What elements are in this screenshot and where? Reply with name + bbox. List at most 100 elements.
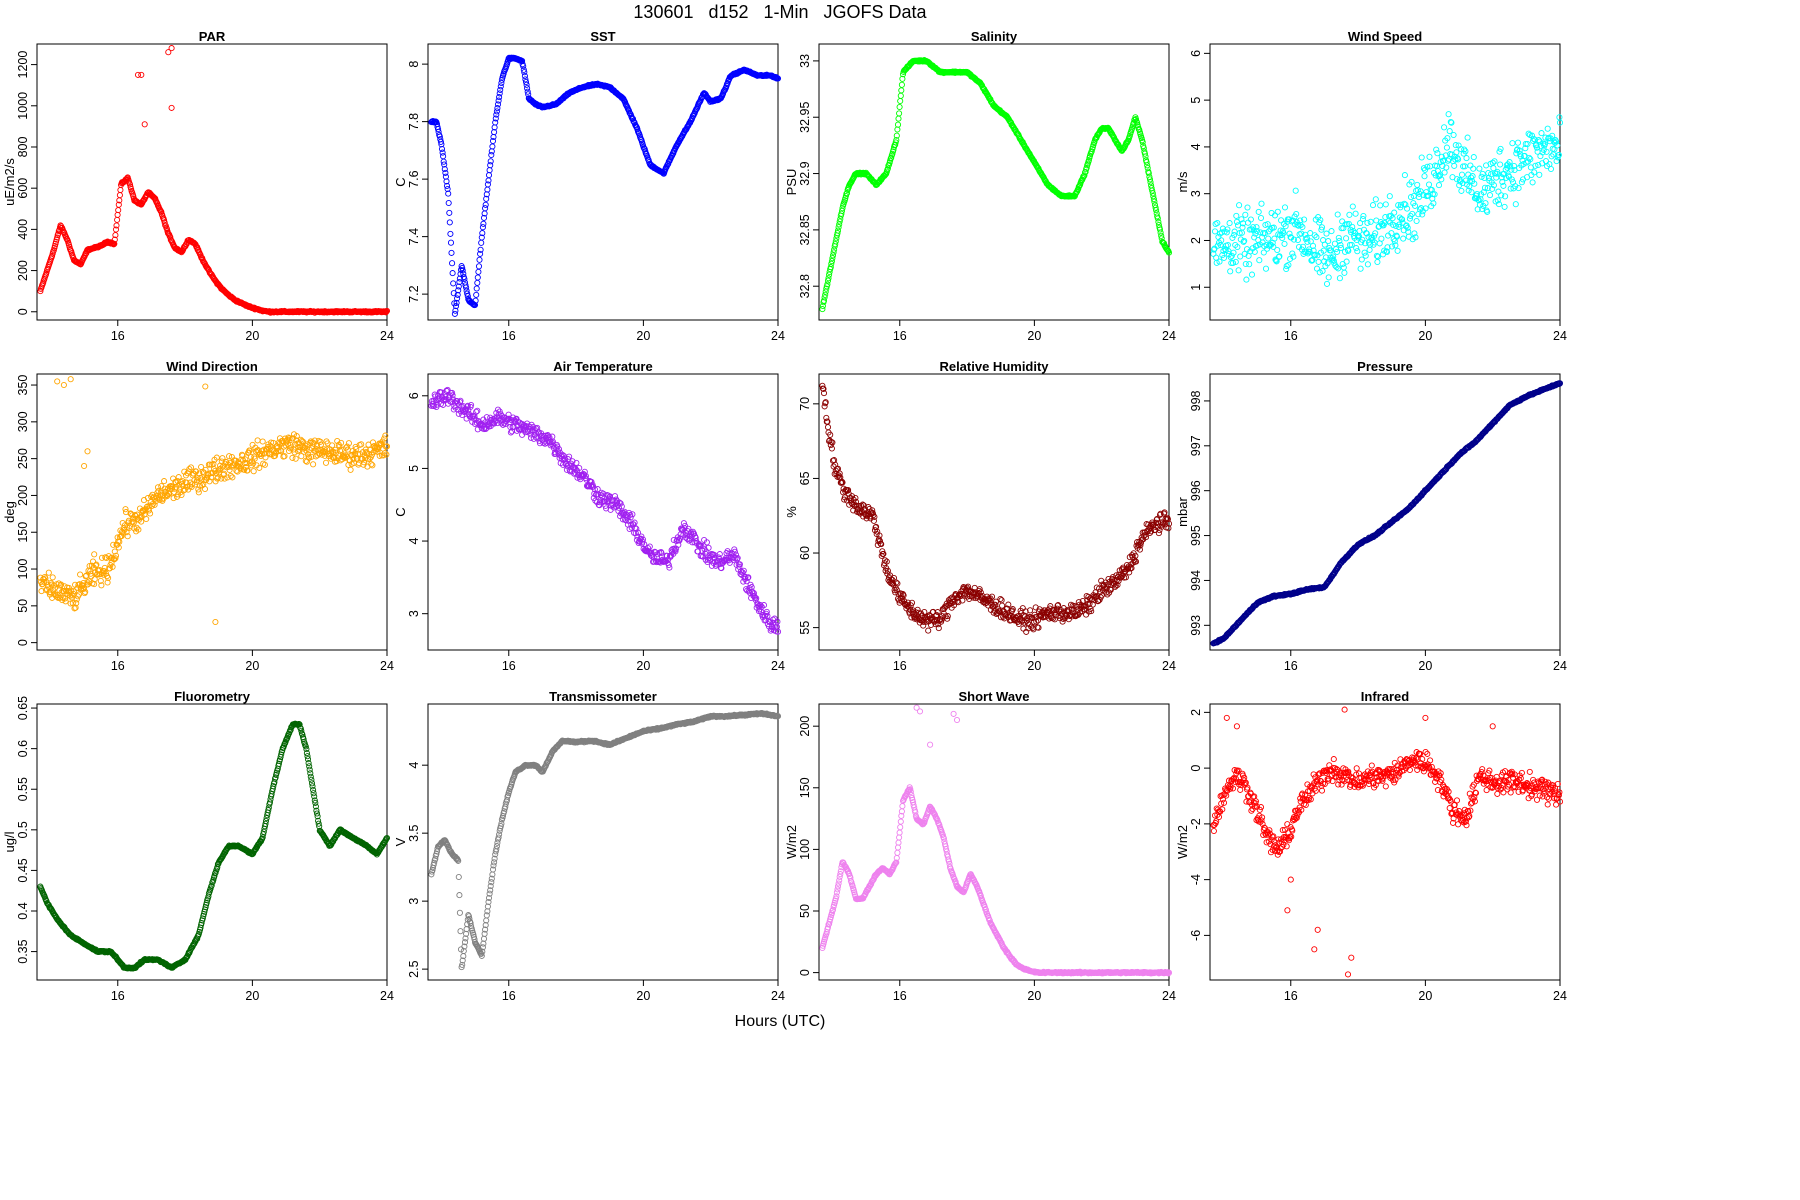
data-point bbox=[1507, 185, 1514, 192]
data-point bbox=[261, 461, 268, 468]
y-tick-label: 33 bbox=[798, 54, 812, 68]
data-point bbox=[1348, 241, 1355, 248]
data-point bbox=[360, 459, 368, 466]
y-tick-label: 6 bbox=[407, 392, 421, 399]
data-point bbox=[1443, 144, 1450, 151]
data-point bbox=[1499, 178, 1506, 186]
data-point bbox=[302, 457, 309, 464]
data-point bbox=[1278, 217, 1285, 224]
data-point bbox=[487, 158, 494, 165]
data-point bbox=[134, 71, 142, 78]
data-point bbox=[934, 609, 941, 616]
data-point bbox=[497, 86, 504, 93]
data-point bbox=[521, 72, 528, 80]
y-tick-label: 995 bbox=[1189, 525, 1203, 546]
data-point bbox=[1424, 163, 1431, 170]
data-point bbox=[141, 121, 148, 128]
data-point bbox=[473, 291, 480, 298]
data-point bbox=[1297, 217, 1304, 224]
chart-title: Wind Speed bbox=[1348, 29, 1422, 44]
data-point bbox=[37, 288, 44, 295]
y-tick-label: 200 bbox=[16, 260, 30, 281]
data-point bbox=[530, 435, 537, 442]
data-point bbox=[450, 290, 457, 297]
y-tick-label: 250 bbox=[16, 448, 30, 469]
data-point bbox=[180, 487, 187, 494]
data-point bbox=[823, 414, 830, 421]
data-point bbox=[1343, 235, 1350, 242]
data-point bbox=[1396, 221, 1403, 228]
data-point bbox=[848, 493, 856, 500]
data-point bbox=[1129, 553, 1136, 560]
data-point bbox=[1306, 246, 1313, 253]
data-point bbox=[175, 474, 182, 481]
data-point bbox=[135, 526, 142, 533]
data-point bbox=[493, 111, 500, 118]
x-tick-label: 20 bbox=[245, 329, 259, 343]
y-tick-label: 55 bbox=[798, 621, 812, 635]
data-point bbox=[836, 218, 843, 225]
data-point bbox=[161, 219, 168, 226]
data-point bbox=[1470, 165, 1477, 172]
data-point bbox=[897, 92, 904, 99]
data-point bbox=[459, 264, 466, 272]
data-point bbox=[498, 79, 505, 87]
data-point bbox=[732, 551, 740, 558]
data-point bbox=[1222, 247, 1229, 254]
data-point bbox=[1143, 159, 1150, 166]
data-point bbox=[774, 75, 782, 82]
data-point bbox=[1228, 252, 1235, 259]
data-point bbox=[1367, 218, 1374, 225]
data-point bbox=[1547, 165, 1555, 173]
data-point bbox=[1470, 154, 1477, 161]
data-point bbox=[1085, 157, 1092, 164]
data-point bbox=[845, 486, 852, 494]
data-point bbox=[111, 556, 118, 563]
y-tick-label: 5 bbox=[407, 465, 421, 472]
y-axis-label: deg bbox=[2, 501, 17, 523]
data-point bbox=[1438, 153, 1445, 160]
data-point bbox=[1052, 611, 1059, 618]
data-point bbox=[666, 564, 673, 571]
data-point bbox=[476, 256, 483, 263]
data-point bbox=[88, 573, 95, 580]
data-point bbox=[479, 230, 486, 237]
data-point bbox=[1522, 140, 1529, 148]
data-point bbox=[1144, 162, 1151, 169]
data-point bbox=[1411, 202, 1419, 209]
data-point bbox=[1471, 180, 1478, 187]
data-point bbox=[345, 440, 352, 447]
data-point bbox=[1280, 230, 1287, 237]
data-point bbox=[156, 496, 163, 503]
data-point bbox=[1149, 190, 1156, 197]
data-point bbox=[1152, 204, 1159, 211]
data-point bbox=[1475, 197, 1482, 204]
data-point bbox=[111, 548, 118, 555]
data-point bbox=[523, 81, 530, 88]
data-point bbox=[474, 279, 481, 286]
data-point bbox=[1532, 162, 1539, 169]
data-point bbox=[1502, 193, 1509, 200]
data-series bbox=[428, 54, 782, 317]
data-point bbox=[1233, 212, 1240, 219]
data-point bbox=[1330, 253, 1337, 260]
data-point bbox=[1322, 254, 1329, 261]
data-point bbox=[91, 581, 98, 588]
data-point bbox=[1426, 153, 1433, 160]
data-point bbox=[75, 591, 83, 598]
data-point bbox=[1409, 210, 1416, 217]
data-point bbox=[821, 403, 828, 410]
data-point bbox=[464, 290, 471, 297]
y-tick-label: 7.8 bbox=[407, 113, 421, 130]
data-point bbox=[1250, 224, 1257, 231]
data-point bbox=[999, 602, 1006, 609]
data-point bbox=[828, 258, 835, 265]
data-point bbox=[1256, 257, 1263, 264]
data-point bbox=[1319, 267, 1326, 275]
data-point bbox=[71, 605, 78, 612]
data-point bbox=[562, 456, 569, 463]
data-point bbox=[1132, 116, 1140, 123]
x-tick-label: 24 bbox=[1162, 329, 1176, 343]
